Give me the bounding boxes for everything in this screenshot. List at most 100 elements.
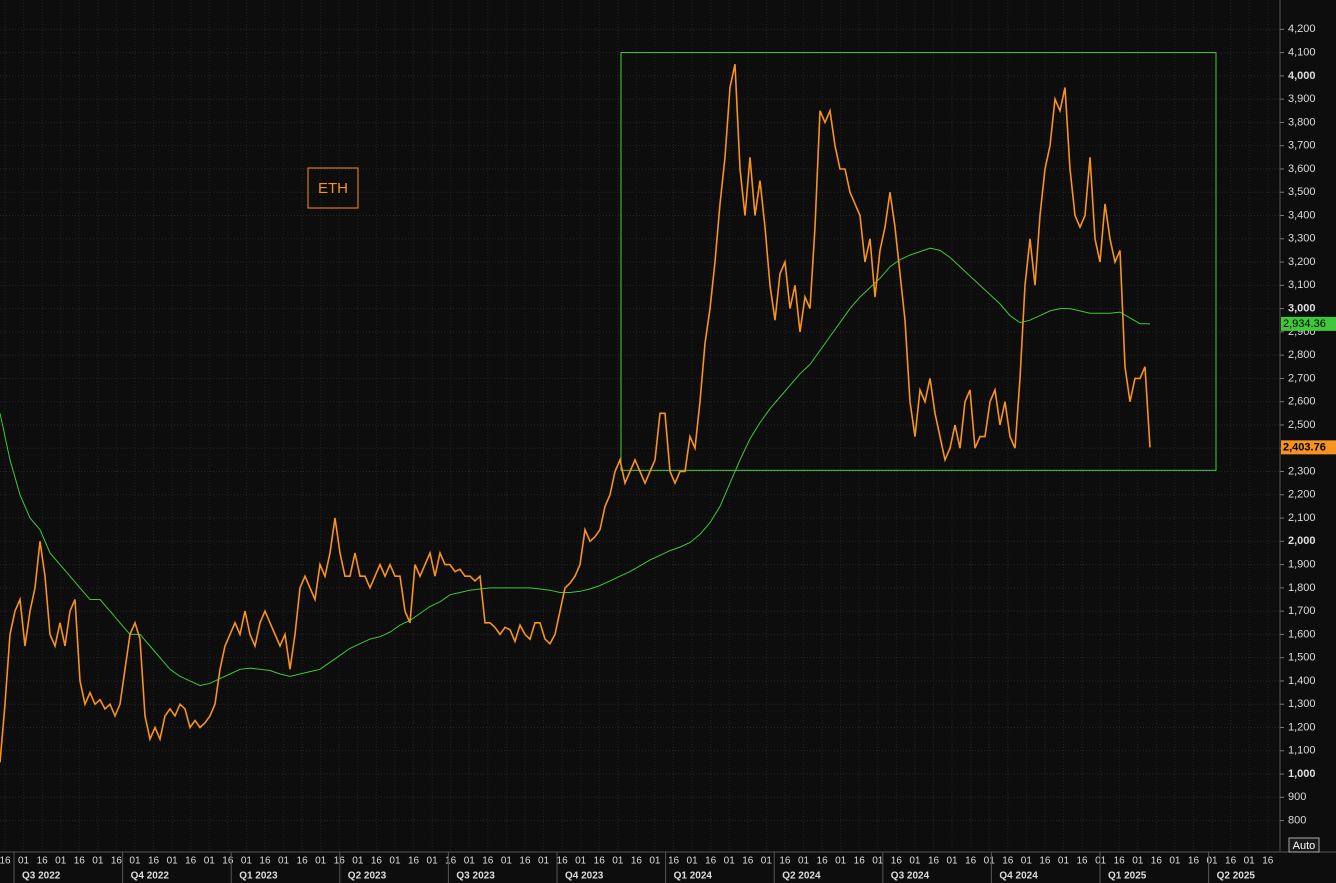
x-tick-label: 16	[37, 856, 49, 867]
y-tick-label: 2,600	[1288, 396, 1316, 408]
x-tick-label: 01	[947, 856, 959, 867]
y-tick-label: 1,900	[1288, 558, 1316, 570]
x-tick-label: 16	[965, 856, 977, 867]
x-tick-label: 16	[1188, 856, 1200, 867]
x-tick-label: 16	[1262, 856, 1274, 867]
x-tick-label: 16	[222, 856, 234, 867]
annotation-box	[307, 167, 359, 209]
x-tick-label: 01	[241, 856, 253, 867]
x-tick-label: 01	[315, 856, 327, 867]
y-tick-label: 3,600	[1288, 163, 1316, 175]
end-badge	[1281, 316, 1336, 331]
end-badge	[1281, 440, 1336, 455]
annotation: ETH	[318, 180, 348, 197]
x-tick-label: 16	[631, 856, 643, 867]
y-tick-label: 2,800	[1288, 349, 1316, 361]
x-tick-label: 16	[854, 856, 866, 867]
x-tick-label: 01	[501, 856, 513, 867]
y-tick-label: 3,400	[1288, 209, 1316, 221]
quarter-label: Q3 2023	[456, 871, 495, 882]
y-tick-label: 3,200	[1288, 256, 1316, 268]
axes: 800 900 1,000 1,100 1,200 1,300 1,400 1,500 1,60…	[0, 23, 1336, 883]
y-tick-label: 800	[1288, 814, 1306, 826]
x-tick-label: 01	[835, 856, 847, 867]
x-tick-label: 16	[371, 856, 383, 867]
y-tick-label: 3,800	[1288, 116, 1316, 128]
x-tick-label: 01	[761, 856, 773, 867]
y-tick-label: 2,100	[1288, 512, 1316, 524]
quarter-label: Q4 2022	[131, 871, 170, 882]
x-tick-label: 16	[297, 856, 309, 867]
highlight-box	[620, 52, 1217, 471]
x-tick-label: 01	[1206, 856, 1218, 867]
y-tick-label: 2,500	[1288, 419, 1316, 431]
series-line	[0, 64, 1151, 763]
quarter-label: Q2 2025	[1217, 871, 1256, 882]
x-tick-label: 16	[519, 856, 531, 867]
x-tick-label: 16	[1151, 856, 1163, 867]
x-tick-label: 01	[18, 856, 30, 867]
x-tick-label: 16	[1002, 856, 1014, 867]
y-tick-label: 1,100	[1288, 745, 1316, 757]
x-tick-label: 01	[1058, 856, 1070, 867]
y-tick-label: 1,800	[1288, 582, 1316, 594]
y-tick-label: 2,300	[1288, 465, 1316, 477]
y-tick-label: 2,700	[1288, 372, 1316, 384]
y-tick-label: 900	[1288, 791, 1306, 803]
x-tick-label: 01	[278, 856, 290, 867]
x-tick-label: 16	[705, 856, 717, 867]
quarter-label: Q4 2023	[565, 871, 604, 882]
x-tick-label: 01	[167, 856, 179, 867]
x-tick-label: 01	[92, 856, 104, 867]
x-tick-label: 01	[427, 856, 439, 867]
x-tick-label: 16	[1076, 856, 1088, 867]
end-badge-label: 2,934.36	[1283, 318, 1326, 330]
y-tick-label: 1,000	[1288, 768, 1316, 780]
x-tick-label: 01	[612, 856, 624, 867]
quarter-label: Q4 2024	[999, 871, 1038, 882]
x-tick-label: 01	[55, 856, 67, 867]
y-tick-label: 3,500	[1288, 186, 1316, 198]
quarter-label: Q3 2022	[22, 871, 61, 882]
grid	[0, 0, 1280, 852]
x-tick-label: 16	[0, 856, 11, 867]
auto-button[interactable]	[1288, 837, 1320, 853]
y-tick-label: 1,700	[1288, 605, 1316, 617]
y-tick-label: 4,100	[1288, 47, 1316, 59]
x-tick-label: 01	[575, 856, 587, 867]
x-tick-label: 16	[259, 856, 271, 867]
x-tick-label: 01	[204, 856, 216, 867]
x-tick-label: 16	[891, 856, 903, 867]
x-tick-label: 01	[389, 856, 401, 867]
quarter-label: Q2 2023	[348, 871, 387, 882]
y-tick-label: 2,200	[1288, 489, 1316, 501]
x-tick-label: 16	[594, 856, 606, 867]
y-tick-label: 3,000	[1288, 302, 1316, 314]
x-tick-label: 16	[742, 856, 754, 867]
x-tick-label: 01	[1244, 856, 1256, 867]
x-tick-label: 16	[817, 856, 829, 867]
x-tick-label: 01	[649, 856, 661, 867]
y-tick-label: 3,900	[1288, 93, 1316, 105]
x-tick-label: 16	[1114, 856, 1126, 867]
y-tick-label: 4,000	[1288, 70, 1316, 82]
x-tick-label: 01	[872, 856, 884, 867]
y-tick-label: 1,600	[1288, 628, 1316, 640]
y-tick-label: 3,300	[1288, 233, 1316, 245]
x-tick-label: 01	[464, 856, 476, 867]
y-tick-label: 1,300	[1288, 698, 1316, 710]
y-tick-label: 1,200	[1288, 721, 1316, 733]
x-tick-label: 16	[74, 856, 86, 867]
x-tick-label: 01	[687, 856, 699, 867]
x-tick-label: 16	[408, 856, 420, 867]
y-tick-label: 1,400	[1288, 675, 1316, 687]
quarter-label: Q1 2024	[674, 871, 713, 882]
x-tick-label: 01	[352, 856, 364, 867]
x-tick-label: 16	[668, 856, 680, 867]
quarter-label: Q2 2024	[782, 871, 821, 882]
x-tick-label: 01	[798, 856, 810, 867]
x-tick-label: 16	[557, 856, 569, 867]
auto-button-label[interactable]: Auto	[1293, 840, 1316, 852]
x-tick-label: 16	[779, 856, 791, 867]
